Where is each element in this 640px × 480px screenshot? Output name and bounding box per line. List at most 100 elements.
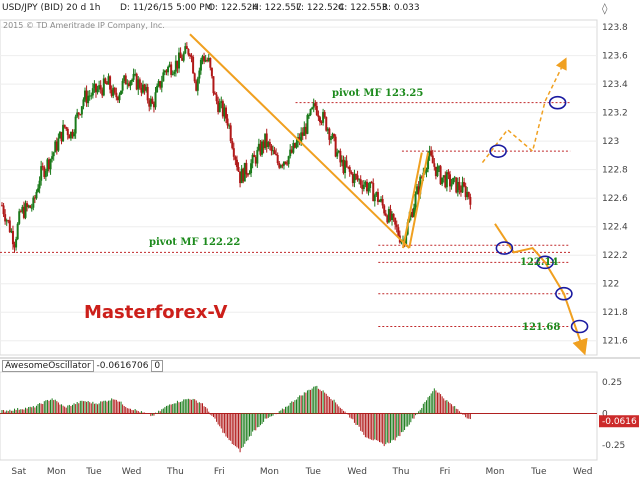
candle-body: [115, 92, 118, 98]
candle-body: [210, 67, 213, 77]
candle-body: [82, 99, 85, 107]
price-tick-label: 122.4: [602, 223, 628, 233]
candle-body: [93, 83, 96, 89]
candle-body: [209, 57, 212, 68]
target-circle: [489, 144, 507, 158]
candle-body: [463, 182, 466, 187]
date-label: D: 11/26/15 5:00 PM: [120, 3, 213, 13]
candle-body: [204, 59, 207, 62]
candle-body: [120, 90, 123, 95]
candle-body: [102, 78, 105, 96]
candle-body: [273, 150, 276, 155]
candle-body: [348, 167, 351, 172]
candle-body: [181, 58, 184, 61]
oscillator-zero: 0: [151, 360, 164, 372]
candle-body: [284, 161, 287, 164]
target-121-68-label: 121.68: [522, 322, 561, 333]
candle-body: [395, 224, 398, 228]
candle-body: [11, 231, 14, 245]
price-tick-label: 122.6: [602, 194, 628, 204]
candle-body: [57, 138, 60, 151]
candle-body: [68, 135, 71, 139]
diamond-arrows-icon[interactable]: ◊: [602, 2, 608, 15]
candle-body: [26, 203, 29, 208]
candle-body: [265, 133, 268, 148]
candle-body: [220, 101, 223, 103]
symbol-label: USD/JPY (BID) 20 d 1h: [2, 3, 101, 13]
time-tick-label: Fri: [439, 467, 450, 477]
candle-body: [350, 171, 353, 174]
candle-body: [132, 73, 135, 80]
candle-body: [373, 195, 376, 202]
candle-body: [239, 171, 242, 184]
candle-body: [129, 81, 132, 86]
candle-body: [94, 83, 97, 93]
candle-body: [464, 186, 467, 198]
price-tick-label: 123.2: [602, 109, 628, 119]
oscillator-header: AwesomeOscillator -0.0616706 0: [2, 360, 164, 372]
candle-body: [123, 75, 126, 81]
candle-body: [46, 159, 49, 171]
candle-body: [63, 124, 66, 128]
projection-arrows: [481, 57, 588, 356]
candle-body: [16, 223, 19, 240]
candle-body: [131, 79, 134, 82]
candle-body: [76, 112, 79, 117]
price-tick-label: 122: [602, 280, 619, 290]
candle-body: [281, 165, 284, 167]
candle-body: [419, 176, 422, 195]
candle-body: [44, 170, 47, 177]
candle-body: [364, 181, 367, 185]
candle-body: [60, 131, 63, 142]
time-tick-label: Wed: [122, 467, 142, 477]
candle-body: [431, 155, 434, 164]
candle-body: [384, 213, 387, 216]
candle-body: [355, 174, 358, 176]
candle-body: [240, 168, 243, 184]
candle-body: [318, 117, 321, 123]
pivot-lower-label: pivot MF 122.22: [149, 237, 241, 248]
candle-body: [359, 179, 362, 185]
candle-body: [290, 149, 293, 153]
candle-body: [80, 106, 83, 115]
quote-header: USD/JPY (BID) 20 d 1h D: 11/26/15 5:00 P…: [0, 0, 640, 18]
brand-watermark: Masterforex-V: [84, 302, 228, 323]
candle-body: [71, 131, 74, 137]
candle-body: [203, 56, 206, 62]
candle-body: [24, 203, 27, 218]
candle-body: [455, 177, 458, 193]
candle-body: [163, 70, 166, 73]
candle-body: [29, 205, 32, 208]
candle-body: [27, 205, 30, 208]
candle-body: [387, 209, 390, 223]
candle-body: [375, 192, 378, 196]
candle-body: [13, 244, 16, 248]
candle-body: [1, 205, 3, 207]
candle-body: [4, 214, 7, 222]
open-label: O: 122.524: [208, 3, 259, 13]
candle-body: [90, 95, 93, 97]
candle-body: [105, 82, 108, 85]
candle-body: [367, 188, 370, 192]
copyright-text: 2015 © TD Ameritrade IP Company, Inc.: [3, 21, 165, 30]
candle-body: [438, 166, 441, 168]
candle-body: [91, 88, 94, 96]
candle-body: [416, 186, 419, 195]
time-tick-label: Tue: [305, 467, 322, 477]
candle-body: [381, 198, 384, 206]
candle-body: [96, 89, 99, 93]
oscillator-name[interactable]: AwesomeOscillator: [2, 360, 94, 372]
candle-body: [271, 150, 274, 152]
candle-series: [1, 42, 472, 253]
target-122-14-label: 122.14: [520, 257, 559, 268]
candle-body: [107, 76, 110, 85]
candle-body: [389, 209, 392, 220]
candle-body: [145, 86, 148, 91]
candle-body: [149, 98, 152, 107]
candle-body: [340, 159, 343, 163]
candle-body: [18, 211, 21, 224]
candle-body: [176, 60, 179, 69]
candle-body: [99, 85, 102, 90]
target-circle: [495, 241, 514, 255]
